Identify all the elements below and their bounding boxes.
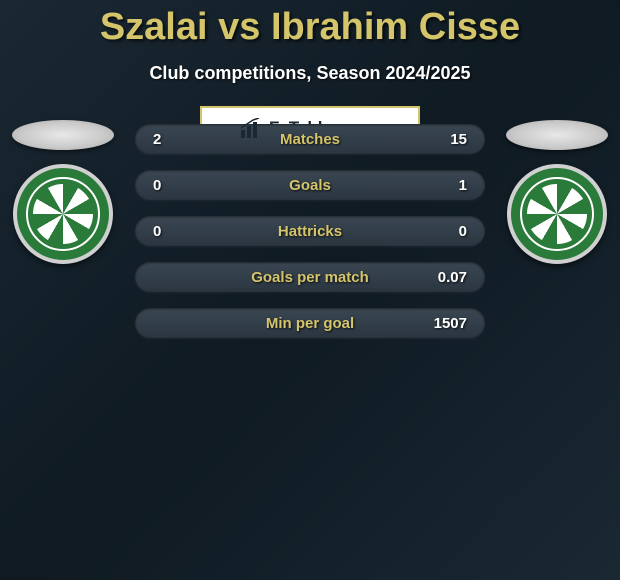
comparison-subtitle: Club competitions, Season 2024/2025 [0, 63, 620, 84]
stats-container: 2 Matches 15 0 Goals 1 0 Hattricks 0 Goa… [135, 124, 485, 338]
club-badge-left [13, 164, 113, 264]
player-left-column [8, 120, 118, 264]
stat-right-value: 0 [427, 223, 467, 240]
stat-row: Goals per match 0.07 [135, 262, 485, 292]
comparison-title: Szalai vs Ibrahim Cisse [0, 0, 620, 49]
club-badge-right [507, 164, 607, 264]
player-right-column [502, 120, 612, 264]
stat-left-value: 2 [153, 131, 193, 148]
stat-right-value: 15 [427, 131, 467, 148]
stat-left-value: 0 [153, 223, 193, 240]
stat-label: Goals [289, 177, 331, 194]
stat-label: Matches [280, 131, 340, 148]
stat-left-value: 0 [153, 177, 193, 194]
stat-right-value: 1507 [427, 315, 467, 332]
player-right-photo-placeholder [506, 120, 608, 150]
stat-label: Goals per match [251, 269, 369, 286]
player-left-photo-placeholder [12, 120, 114, 150]
stat-row: 0 Goals 1 [135, 170, 485, 200]
stat-row: 2 Matches 15 [135, 124, 485, 154]
stat-label: Min per goal [266, 315, 354, 332]
stat-right-value: 1 [427, 177, 467, 194]
stat-right-value: 0.07 [427, 269, 467, 286]
stat-label: Hattricks [278, 223, 342, 240]
stat-row: Min per goal 1507 [135, 308, 485, 338]
stat-row: 0 Hattricks 0 [135, 216, 485, 246]
bar-chart-icon [239, 118, 263, 138]
